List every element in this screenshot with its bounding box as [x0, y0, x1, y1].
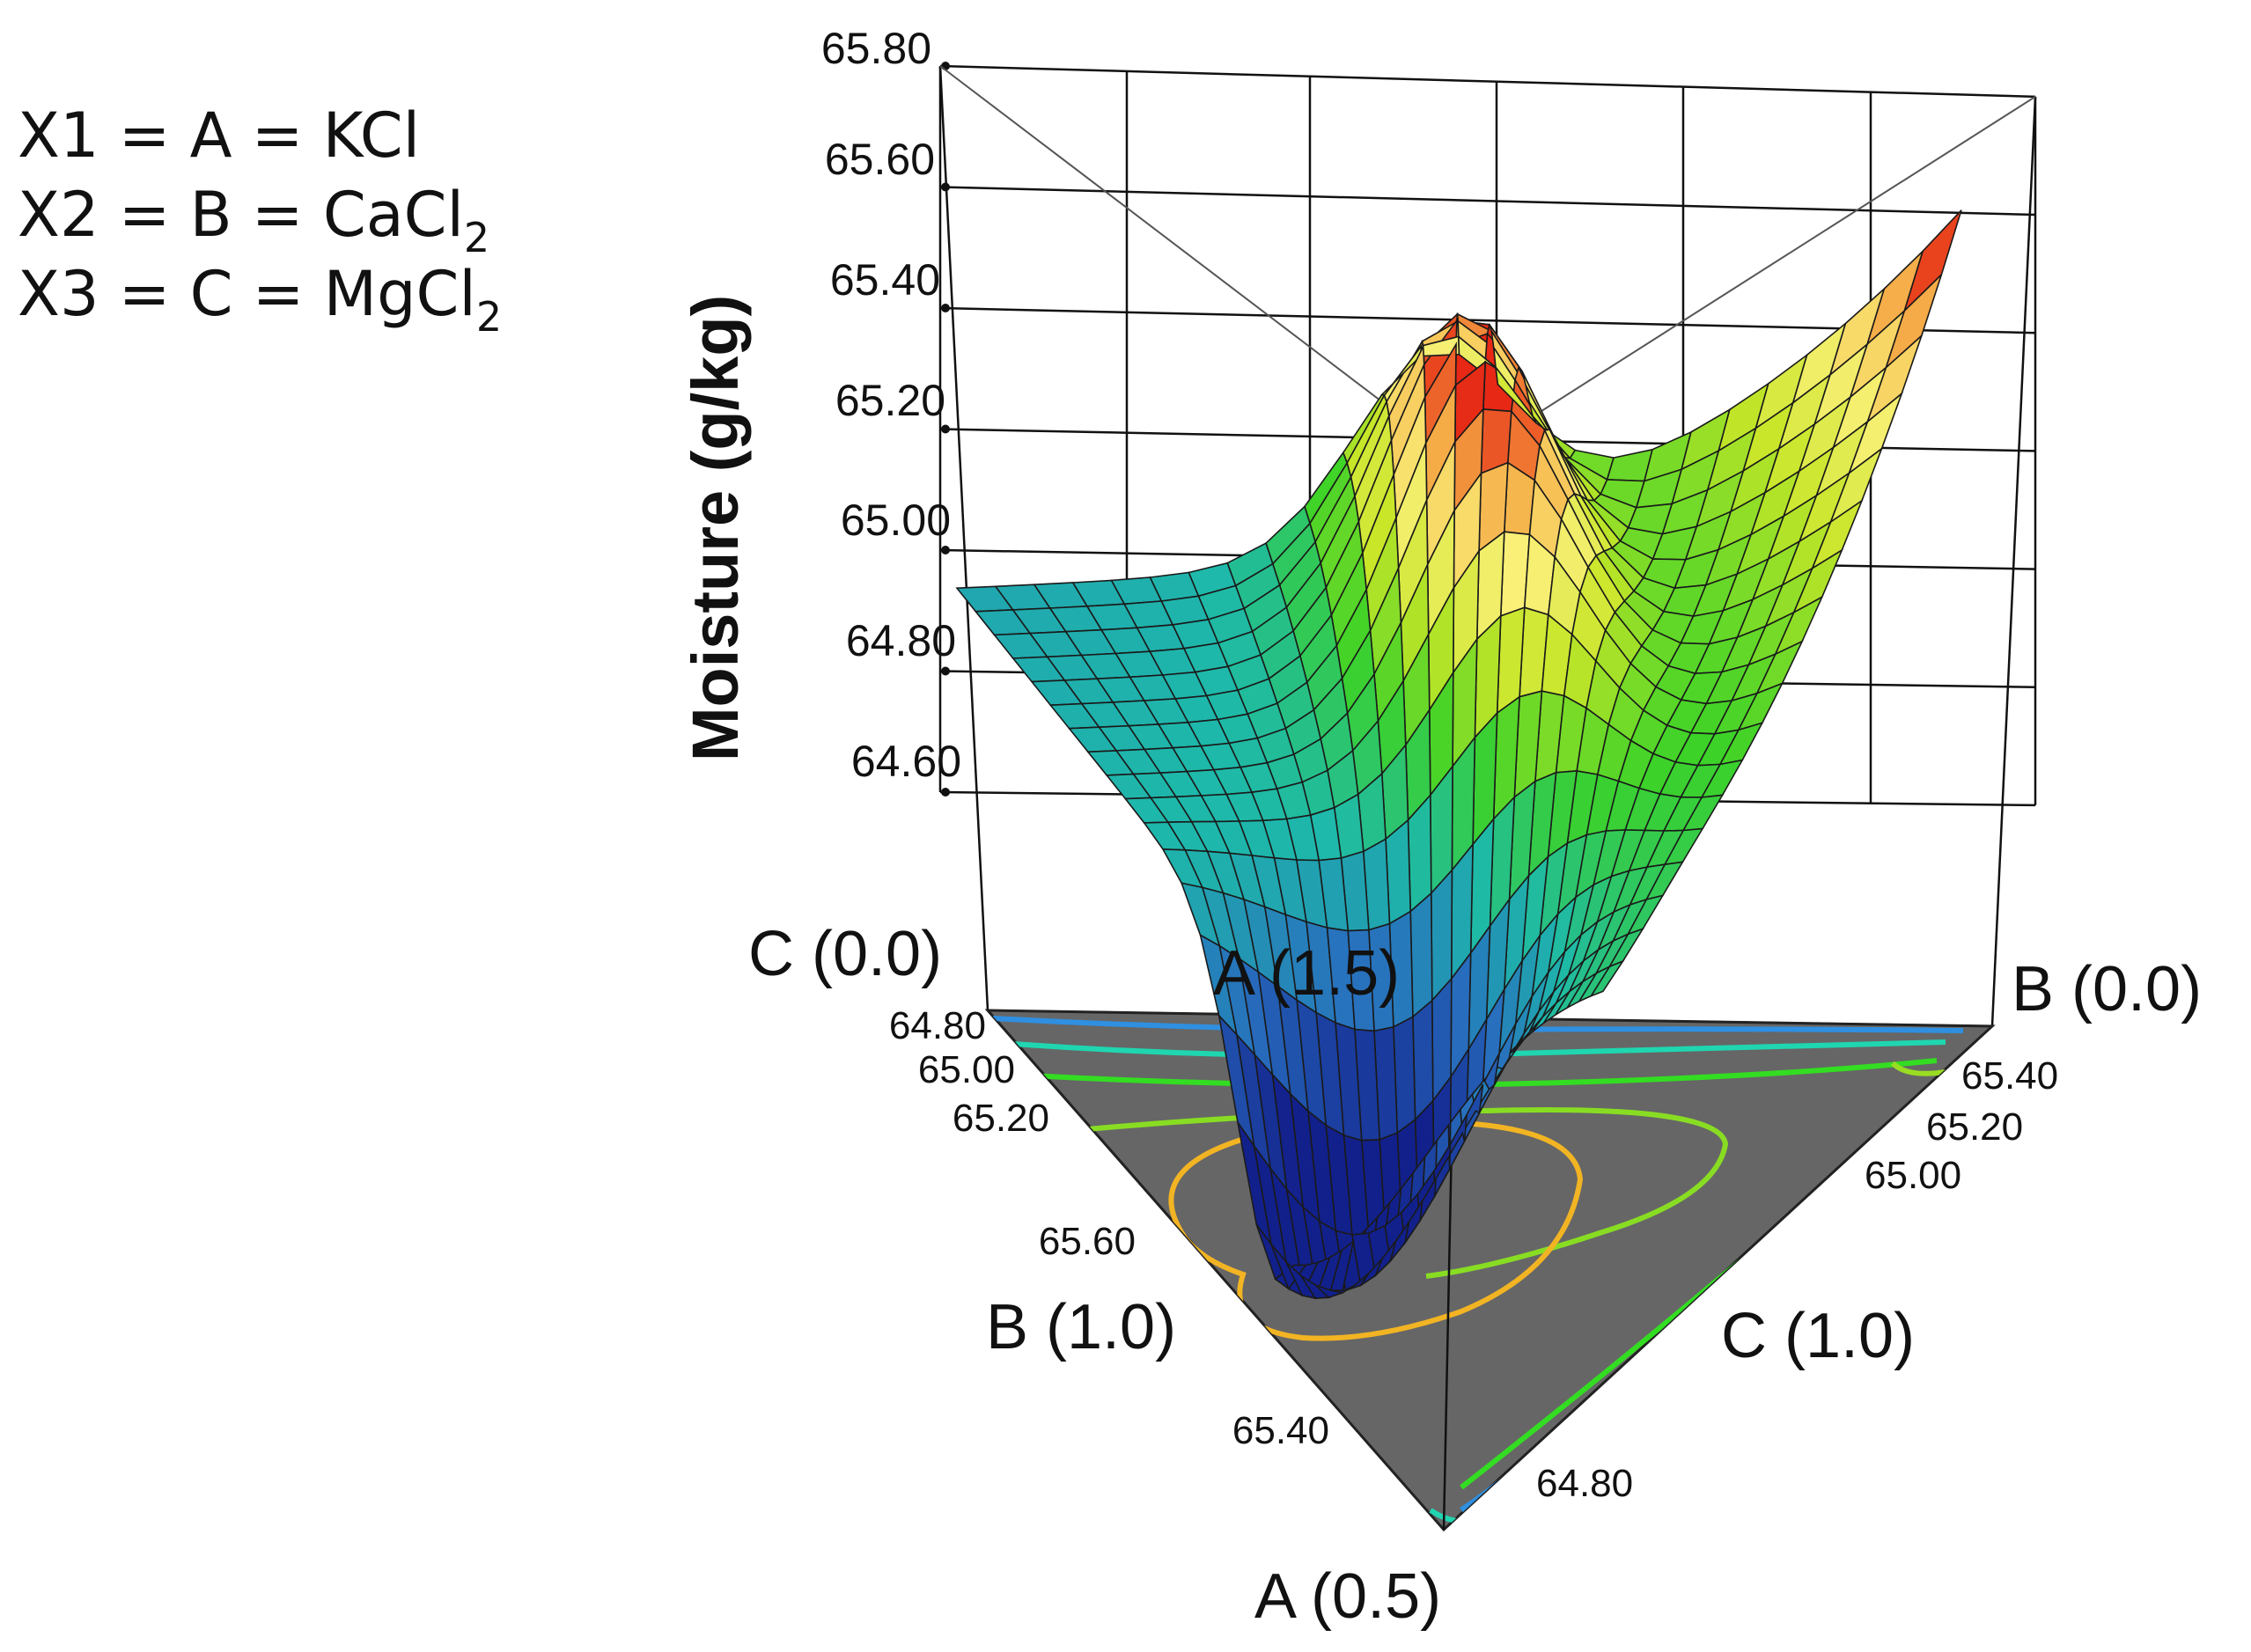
response-surface [955, 209, 1962, 1300]
z-axis: 65.80 65.60 65.40 65.20 65.00 64.80 64.6… [679, 24, 961, 786]
contour-label: 64.80 [889, 1004, 986, 1047]
factor-legend: X1 = A = KCl X2 = B = CaCl2 X3 = C = MgC… [18, 99, 502, 341]
z-tick-mark [941, 424, 950, 434]
contour-label: 65.40 [1961, 1054, 2058, 1098]
contour-label: 65.20 [1926, 1105, 2023, 1149]
z-tick-label: 65.60 [825, 135, 935, 184]
z-tick-label: 65.00 [841, 496, 951, 545]
diagonal-left [939, 65, 1462, 463]
z-tick-label: 65.40 [830, 255, 940, 305]
contour-value-labels: 64.80 65.00 65.20 65.60 65.40 65.40 65.2… [889, 1004, 2058, 1505]
wall-right-edge [1990, 96, 2037, 1027]
grid-horizontal-line [939, 64, 2036, 99]
contour-label: 64.80 [1536, 1462, 1633, 1505]
contour-label: 65.40 [1232, 1409, 1329, 1452]
contour-label: 65.60 [1039, 1220, 1136, 1263]
wall-left-edge [938, 65, 989, 1011]
z-tick-label: 65.20 [835, 376, 945, 425]
corner-labels: C (0.0) A (1.5) B (0.0) B (1.0) C (1.0) … [748, 919, 2202, 1632]
z-tick-mark [941, 788, 950, 797]
z-tick-label: 65.80 [821, 24, 931, 73]
z-tick-label: 64.60 [851, 737, 961, 786]
edge-label-right-mid: C (1.0) [1721, 1301, 1915, 1371]
corner-label-left: C (0.0) [748, 919, 942, 989]
surface-facet [1412, 998, 1434, 1122]
z-tick-label: 64.80 [846, 616, 956, 665]
z-tick-mark [941, 546, 950, 554]
z-axis-title: Moisture (g/kg) [679, 295, 752, 761]
contour-label: 65.20 [953, 1097, 1049, 1140]
diagonal-right [1460, 95, 2036, 463]
contour-label: 65.00 [918, 1048, 1015, 1091]
contour-label: 65.00 [1865, 1154, 1961, 1197]
surface-facet [1315, 1284, 1345, 1299]
corner-label-right: B (0.0) [2012, 954, 2202, 1024]
legend-line-2: X2 = B = CaCl2 [18, 179, 489, 261]
z-tick-mark [941, 666, 950, 676]
surface-facet [1409, 892, 1433, 1018]
grid-horizontal-line [939, 186, 2036, 217]
edge-label-left-mid: B (1.0) [986, 1292, 1176, 1362]
legend-line-3: X3 = C = MgCl2 [18, 258, 502, 341]
corner-label-bottom: A (0.5) [1254, 1561, 1441, 1632]
corner-label-back: A (1.5) [1213, 938, 1400, 1009]
z-tick-mark [941, 304, 950, 312]
surface-facet [1606, 448, 1653, 482]
legend-line-1: X1 = A = KCl [18, 99, 420, 172]
